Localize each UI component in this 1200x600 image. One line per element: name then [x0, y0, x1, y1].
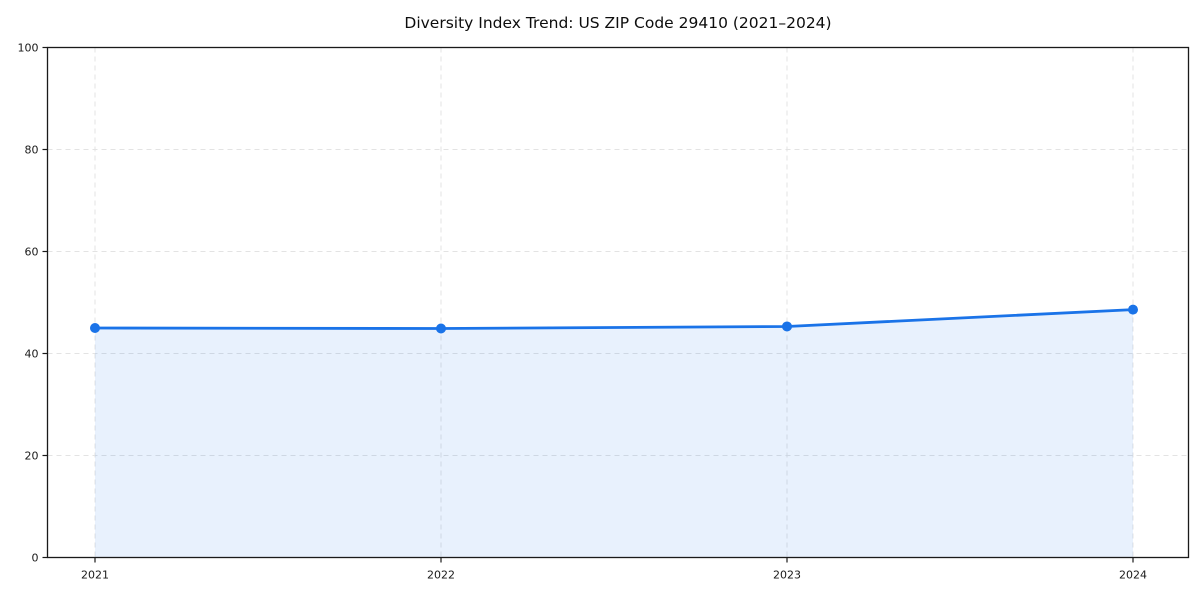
- y-tick-label: 80: [25, 144, 39, 157]
- x-tick-label: 2024: [1119, 569, 1147, 582]
- x-tick-label: 2023: [773, 569, 801, 582]
- y-tick-label: 0: [32, 552, 39, 565]
- data-point-2023: [782, 321, 792, 332]
- grid-layer: [47, 47, 1189, 558]
- data-point-2022: [436, 323, 446, 334]
- series-layer: [90, 304, 1138, 558]
- trend-line: [93, 308, 1135, 330]
- data-point-2024: [1128, 304, 1138, 315]
- y-tick-label: 100: [18, 42, 39, 55]
- x-tick-label: 2021: [81, 569, 109, 582]
- plot-border: [46, 46, 1190, 559]
- data-point-2021: [90, 323, 100, 333]
- y-tick-label: 20: [25, 450, 39, 463]
- chart-title: Diversity Index Trend: US ZIP Code 29410…: [404, 14, 831, 32]
- axes-layer: 0 20 40 60 80 100 2021 2022 2023 2024: [18, 42, 1190, 582]
- area-fill: [95, 309, 1133, 558]
- y-tick-label: 40: [25, 348, 39, 361]
- y-tick-label: 60: [25, 246, 39, 259]
- x-tick-label: 2022: [427, 569, 455, 582]
